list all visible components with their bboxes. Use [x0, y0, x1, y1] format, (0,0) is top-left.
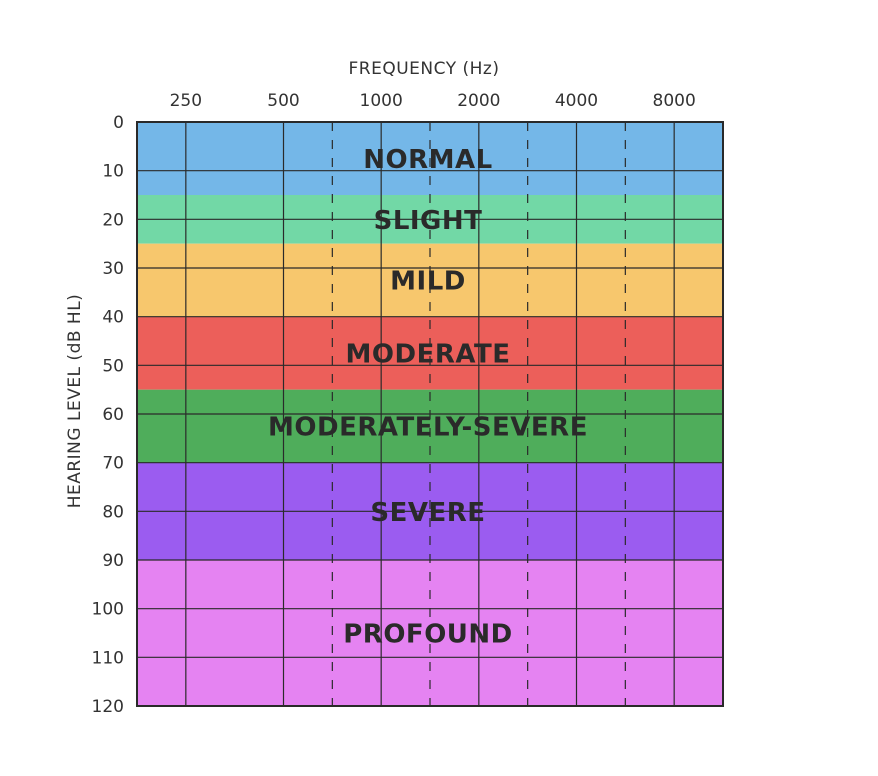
- band-label-mild: MILD: [390, 267, 466, 297]
- y-tick-label: 70: [102, 454, 124, 474]
- y-tick-label: 20: [102, 210, 124, 230]
- x-tick-label: 500: [267, 91, 299, 111]
- x-tick-label: 4000: [555, 91, 598, 111]
- y-tick-label: 0: [113, 113, 124, 133]
- x-tick-label: 250: [170, 91, 202, 111]
- y-tick-label: 30: [102, 259, 124, 279]
- band-label-slight: SLIGHT: [374, 206, 483, 236]
- y-tick-label: 60: [102, 405, 124, 425]
- band-label-severe: SEVERE: [370, 498, 485, 528]
- y-tick-labels: 0 10 20 30 40 50 60 70 80 90 100 110 120: [92, 113, 124, 717]
- y-tick-label: 110: [92, 648, 124, 668]
- x-tick-label: 2000: [457, 91, 500, 111]
- y-tick-label: 80: [102, 502, 124, 522]
- y-tick-label: 40: [102, 308, 124, 328]
- band-label-moderate: MODERATE: [346, 340, 511, 370]
- x-tick-label: 8000: [653, 91, 696, 111]
- y-tick-label: 50: [102, 356, 124, 376]
- band-label-moderately-severe: MODERATELY-SEVERE: [268, 413, 588, 443]
- y-tick-label: 10: [102, 162, 124, 182]
- plot-frame: [136, 121, 724, 707]
- y-tick-label: 120: [92, 697, 124, 717]
- band-label-profound: PROFOUND: [343, 620, 513, 650]
- x-axis-title: FREQUENCY (Hz): [349, 59, 500, 79]
- y-tick-label: 100: [92, 600, 124, 620]
- y-axis-title: HEARING LEVEL (dB HL): [65, 294, 85, 509]
- y-tick-label: 90: [102, 551, 124, 571]
- x-tick-label: 1000: [360, 91, 403, 111]
- band-labels: NORMAL SLIGHT MILD MODERATE MODERATELY-SEVER…: [268, 145, 588, 650]
- x-tick-labels: 250 500 1000 2000 4000 8000: [170, 91, 696, 111]
- band-label-normal: NORMAL: [363, 145, 492, 175]
- grid-layer: [137, 122, 723, 706]
